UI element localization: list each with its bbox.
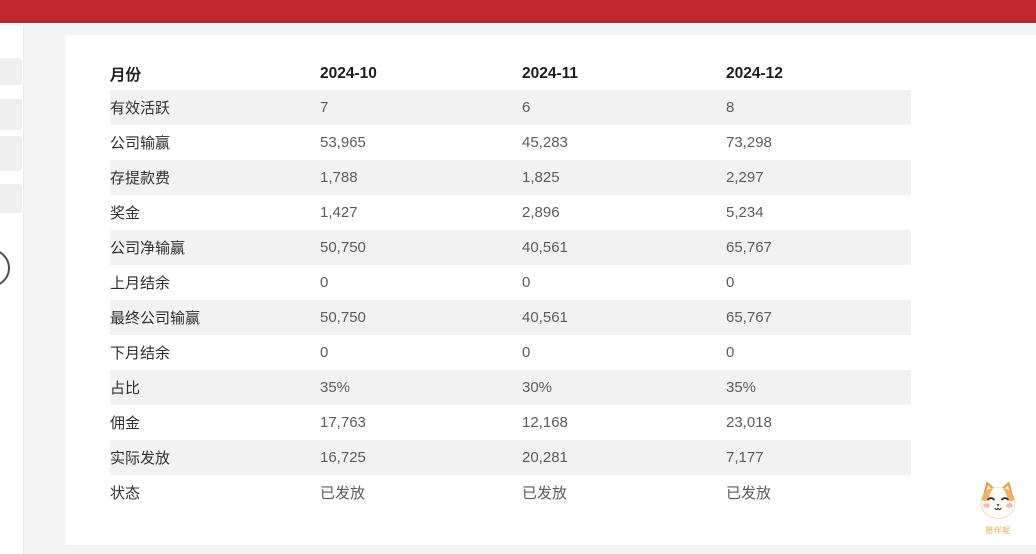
row-value: 0 — [726, 344, 735, 361]
row-value: 6 — [522, 90, 726, 125]
row-label: 最终公司输赢 — [110, 300, 320, 335]
row-value: 40,561 — [522, 300, 726, 335]
table-row: 存提款费 1,788 1,825 2,297 — [110, 160, 911, 195]
row-value: 0 — [320, 344, 329, 361]
sidebar-item-placeholder[interactable] — [0, 99, 22, 130]
report-card: 月份 2024-10 2024-11 2024-12 有效活跃 7 6 8 公司输赢 53… — [65, 35, 1036, 545]
column-header-month: 月份 — [110, 67, 142, 84]
row-value: 0 — [522, 274, 531, 291]
table-row: 公司输赢 53,965 45,283 73,298 — [110, 125, 911, 160]
row-value: 7,177 — [726, 440, 911, 475]
row-value: 1,825 — [522, 160, 726, 195]
sidebar-toggle-button[interactable] — [0, 249, 10, 287]
column-header-2024-11: 2024-11 — [522, 65, 579, 82]
table-row: 奖金 1,427 2,896 5,234 — [110, 195, 911, 230]
row-value: 2,297 — [726, 160, 911, 195]
row-label: 奖金 — [110, 205, 141, 222]
row-value: 5,234 — [726, 204, 764, 221]
row-label: 占比 — [110, 370, 320, 405]
table-row: 有效活跃 7 6 8 — [110, 90, 911, 125]
row-value: 已发放 — [522, 485, 568, 502]
row-label: 有效活跃 — [110, 90, 320, 125]
row-value: 50,750 — [320, 230, 522, 265]
table-row: 上月结余 0 0 0 — [110, 265, 911, 300]
row-label: 下月结余 — [110, 345, 171, 362]
monthly-report-table: 月份 2024-10 2024-11 2024-12 有效活跃 7 6 8 公司输赢 53… — [110, 58, 911, 510]
row-label: 佣金 — [110, 415, 141, 432]
shiba-dog-icon — [980, 481, 1016, 519]
sidebar-item-placeholder[interactable] — [0, 136, 22, 171]
row-value: 1,427 — [320, 204, 358, 221]
main-content: 月份 2024-10 2024-11 2024-12 有效活跃 7 6 8 公司输赢 53… — [25, 26, 1036, 554]
row-value: 35% — [320, 370, 522, 405]
row-value: 2,896 — [522, 204, 560, 221]
sidebar-item-placeholder[interactable] — [0, 58, 22, 85]
row-value: 17,763 — [320, 414, 366, 431]
row-value: 8 — [726, 90, 911, 125]
row-value: 50,750 — [320, 300, 522, 335]
table-row: 占比 35% 30% 35% — [110, 370, 911, 405]
row-value: 7 — [320, 90, 522, 125]
table-row: 实际发放 16,725 20,281 7,177 — [110, 440, 911, 475]
row-value: 73,298 — [726, 134, 772, 151]
row-value: 1,788 — [320, 160, 522, 195]
table-row: 佣金 17,763 12,168 23,018 — [110, 405, 911, 440]
row-value: 23,018 — [726, 414, 772, 431]
table-row: 最终公司输赢 50,750 40,561 65,767 — [110, 300, 911, 335]
row-label: 公司输赢 — [110, 135, 171, 152]
row-value: 40,561 — [522, 230, 726, 265]
row-value: 12,168 — [522, 414, 568, 431]
mascot-caption: 陪伴呢 — [985, 526, 1011, 535]
table-row: 状态 已发放 已发放 已发放 — [110, 475, 911, 510]
row-value: 16,725 — [320, 440, 522, 475]
row-value: 35% — [726, 370, 911, 405]
column-header-2024-10: 2024-10 — [320, 65, 377, 82]
row-value: 20,281 — [522, 440, 726, 475]
row-label: 实际发放 — [110, 440, 320, 475]
row-label: 上月结余 — [110, 275, 171, 292]
table-row: 下月结余 0 0 0 — [110, 335, 911, 370]
row-label: 状态 — [110, 485, 141, 502]
row-value: 65,767 — [726, 230, 911, 265]
row-value: 已发放 — [726, 485, 772, 502]
column-header-2024-12: 2024-12 — [726, 65, 783, 82]
row-value: 65,767 — [726, 300, 911, 335]
row-value: 30% — [522, 370, 726, 405]
row-label: 存提款费 — [110, 160, 320, 195]
mascot-widget[interactable]: 陪伴呢 — [972, 481, 1024, 539]
sidebar-item-placeholder[interactable] — [0, 184, 22, 213]
top-red-bar — [0, 0, 1036, 23]
row-value: 0 — [726, 274, 735, 291]
row-value: 已发放 — [320, 485, 366, 502]
row-value: 53,965 — [320, 134, 366, 151]
table-header-row: 月份 2024-10 2024-11 2024-12 — [110, 58, 911, 90]
row-value: 0 — [320, 274, 329, 291]
row-value: 0 — [522, 344, 531, 361]
sidebar-strip — [0, 26, 24, 554]
table-body: 有效活跃 7 6 8 公司输赢 53,965 45,283 73,298 存提款费 1,788 1,… — [110, 90, 911, 510]
table-row: 公司净输赢 50,750 40,561 65,767 — [110, 230, 911, 265]
row-label: 公司净输赢 — [110, 230, 320, 265]
row-value: 45,283 — [522, 134, 568, 151]
